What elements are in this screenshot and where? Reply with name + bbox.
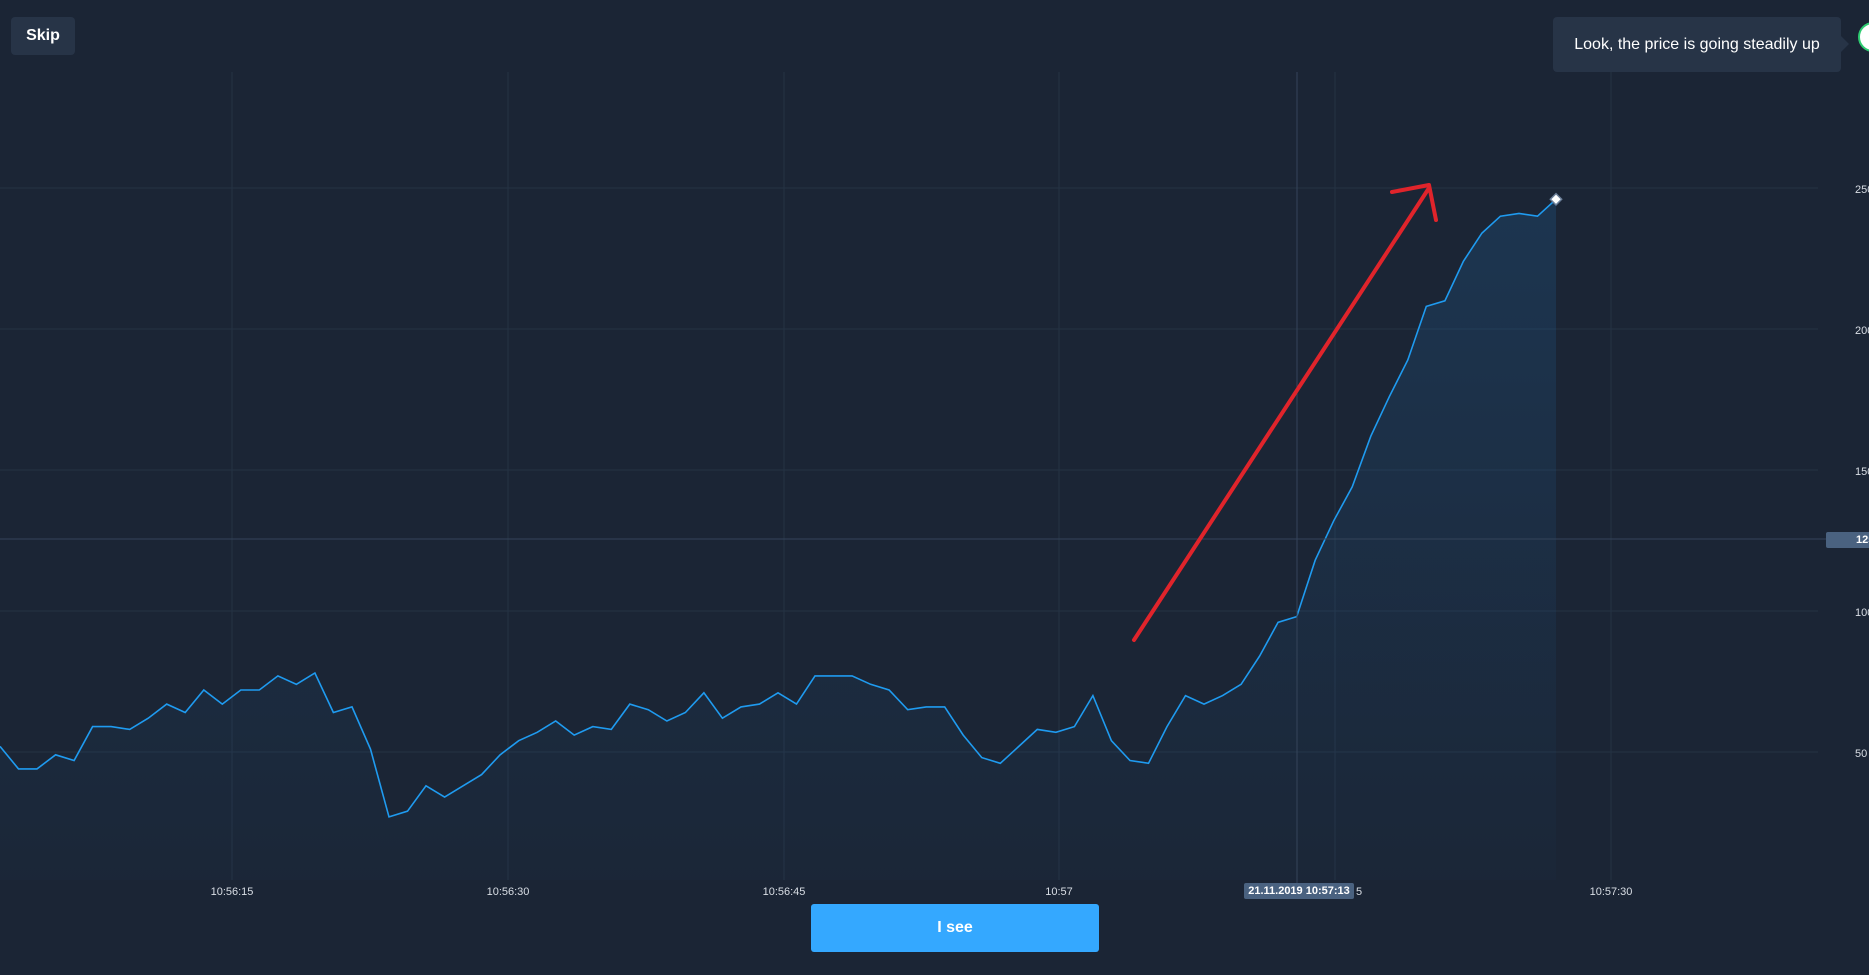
tutorial-tooltip: Look, the price is going steadily up — [1553, 17, 1841, 72]
y-tick-label: 150 — [1855, 466, 1869, 478]
annotation-arrow — [1132, 183, 1438, 642]
x-tick-label: 10:56:15 — [211, 886, 254, 898]
y-tick-label: 200 — [1855, 325, 1869, 337]
i-see-button[interactable]: I see — [811, 904, 1099, 952]
y-tick-label: 100 — [1855, 607, 1869, 619]
tooltip-pointer — [1841, 36, 1849, 52]
y-tick-label: 250 — [1855, 184, 1869, 196]
x-tick-label: 10:56:30 — [487, 886, 530, 898]
price-area — [0, 199, 1556, 881]
y-tick-label: 50 — [1855, 748, 1867, 760]
current-price-marker — [1549, 192, 1563, 206]
y-axis-ticks: 250 200 150 100 50 — [1855, 184, 1869, 760]
x-axis-ticks: 10:56:15 10:56:30 10:56:45 10:57 5 10:57… — [211, 886, 1633, 898]
crosshair-date-label: 21.11.2019 10:57:13 — [1244, 883, 1354, 899]
x-tick-label: 10:57:30 — [1590, 886, 1633, 898]
current-price-tag: 125 — [1826, 532, 1869, 548]
x-tick-label: 5 — [1356, 886, 1362, 898]
current-price-dot — [1549, 192, 1563, 206]
x-tick-label: 10:56:45 — [763, 886, 806, 898]
skip-button[interactable]: Skip — [11, 17, 75, 55]
x-tick-label: 10:57 — [1045, 886, 1073, 898]
